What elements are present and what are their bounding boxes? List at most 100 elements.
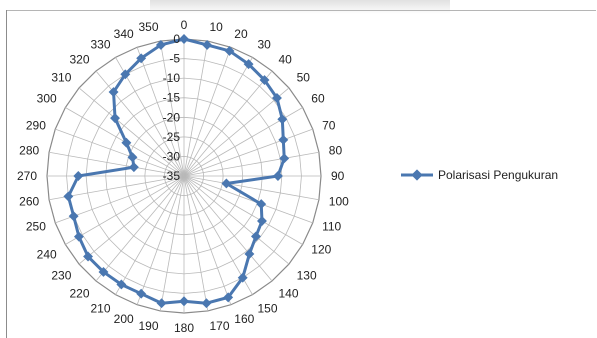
data-point bbox=[201, 298, 212, 309]
grid-spoke bbox=[183, 47, 232, 177]
grid-spoke bbox=[183, 175, 319, 201]
radial-tick-label: -35 bbox=[163, 169, 181, 183]
angle-tick-label: 350 bbox=[138, 20, 158, 34]
chart-border-top bbox=[6, 10, 596, 11]
grid-spoke bbox=[183, 175, 273, 282]
angle-tick-label: 10 bbox=[210, 20, 224, 34]
data-point bbox=[156, 298, 167, 309]
angle-tick-label: 290 bbox=[26, 119, 46, 133]
angle-tick-label: 270 bbox=[17, 169, 37, 183]
series-polarisasi-pengukuran bbox=[63, 34, 290, 309]
data-point bbox=[73, 231, 84, 242]
data-point bbox=[68, 211, 79, 222]
angle-tick-label: 330 bbox=[90, 38, 110, 52]
grid-spoke bbox=[183, 151, 319, 177]
data-point bbox=[179, 296, 189, 307]
grid-spoke bbox=[159, 41, 185, 177]
data-point bbox=[73, 171, 84, 181]
angle-tick-label: 160 bbox=[234, 312, 254, 326]
angle-tick-label: 190 bbox=[138, 319, 158, 333]
chart-border-left bbox=[6, 10, 7, 338]
radial-tick-label: -20 bbox=[163, 110, 181, 124]
radial-tick-label: -25 bbox=[163, 130, 181, 144]
data-point bbox=[136, 53, 147, 64]
radar-grid bbox=[46, 38, 322, 314]
angle-tick-label: 110 bbox=[322, 219, 341, 233]
angle-tick-label: 40 bbox=[279, 52, 293, 66]
data-point bbox=[127, 152, 138, 163]
radial-tick-label: 0 bbox=[173, 32, 180, 46]
data-point bbox=[128, 162, 139, 173]
angle-tick-label: 250 bbox=[26, 219, 46, 233]
radial-tick-label: -10 bbox=[163, 71, 181, 85]
data-point bbox=[256, 199, 267, 210]
legend: Polarisasi Pengukuran bbox=[400, 168, 558, 182]
grid-spoke bbox=[183, 175, 290, 265]
data-point bbox=[83, 251, 93, 262]
grid-spoke bbox=[183, 175, 313, 224]
grid-spoke bbox=[183, 175, 232, 305]
angle-tick-label: 130 bbox=[297, 269, 317, 283]
angle-tick-label: 340 bbox=[114, 27, 134, 41]
grid-spoke bbox=[183, 175, 303, 245]
grid-spoke bbox=[95, 70, 185, 177]
grid-spoke bbox=[183, 175, 209, 311]
data-point bbox=[221, 178, 232, 189]
angle-tick-label: 230 bbox=[51, 269, 71, 283]
grid-spoke bbox=[55, 128, 185, 177]
data-point bbox=[108, 87, 119, 97]
angle-tick-label: 310 bbox=[51, 71, 71, 85]
angle-tick-label: 220 bbox=[69, 287, 89, 301]
angle-tick-label: 180 bbox=[174, 321, 194, 335]
grid-spoke bbox=[78, 87, 185, 177]
angle-tick-label: 240 bbox=[37, 248, 57, 262]
data-point bbox=[120, 69, 131, 80]
grid-spoke bbox=[159, 175, 185, 311]
data-point bbox=[237, 272, 248, 283]
data-point bbox=[110, 113, 120, 124]
grid-spoke bbox=[78, 175, 185, 265]
data-point bbox=[251, 231, 261, 242]
angle-tick-label: 70 bbox=[322, 119, 336, 133]
angle-tick-label: 210 bbox=[90, 301, 110, 315]
grid-spoke bbox=[65, 175, 185, 245]
legend-label: Polarisasi Pengukuran bbox=[438, 168, 559, 182]
data-point bbox=[277, 114, 288, 125]
data-point bbox=[63, 191, 74, 202]
angle-tick-label: 170 bbox=[210, 319, 230, 333]
grid-spoke bbox=[95, 175, 185, 282]
grid-spoke bbox=[136, 47, 185, 177]
radial-tick-label: -5 bbox=[169, 52, 180, 66]
angle-tick-label: 320 bbox=[69, 52, 89, 66]
grid-spoke bbox=[136, 175, 185, 305]
angle-tick-label: 30 bbox=[258, 38, 272, 52]
angle-tick-label: 20 bbox=[234, 27, 248, 41]
angle-tick-label: 150 bbox=[258, 301, 278, 315]
data-point bbox=[202, 39, 213, 50]
data-point bbox=[136, 288, 147, 299]
legend-marker bbox=[401, 169, 433, 181]
data-point bbox=[278, 134, 289, 145]
angle-tick-label: 300 bbox=[37, 92, 57, 106]
radial-tick-label: -30 bbox=[163, 149, 181, 163]
data-point bbox=[279, 153, 290, 164]
radial-tick-labels: 0 -5 -10 -15 -20 -25 -30 -35 bbox=[163, 32, 181, 183]
data-point bbox=[179, 34, 189, 44]
angle-tick-label: 90 bbox=[331, 169, 345, 183]
angle-tick-label: 100 bbox=[329, 195, 349, 209]
grid-spoke bbox=[183, 70, 273, 177]
angle-tick-label: 200 bbox=[114, 312, 134, 326]
angle-tick-label: 260 bbox=[19, 195, 39, 209]
angle-tick-label: 280 bbox=[19, 144, 39, 158]
grid-spoke bbox=[115, 175, 185, 295]
angle-tick-label: 140 bbox=[279, 287, 299, 301]
angle-tick-label: 50 bbox=[297, 71, 311, 85]
grid-spoke bbox=[183, 128, 313, 177]
data-point bbox=[272, 171, 283, 181]
data-point bbox=[257, 216, 267, 226]
angle-tick-label: 80 bbox=[329, 144, 343, 158]
data-point bbox=[223, 292, 234, 303]
